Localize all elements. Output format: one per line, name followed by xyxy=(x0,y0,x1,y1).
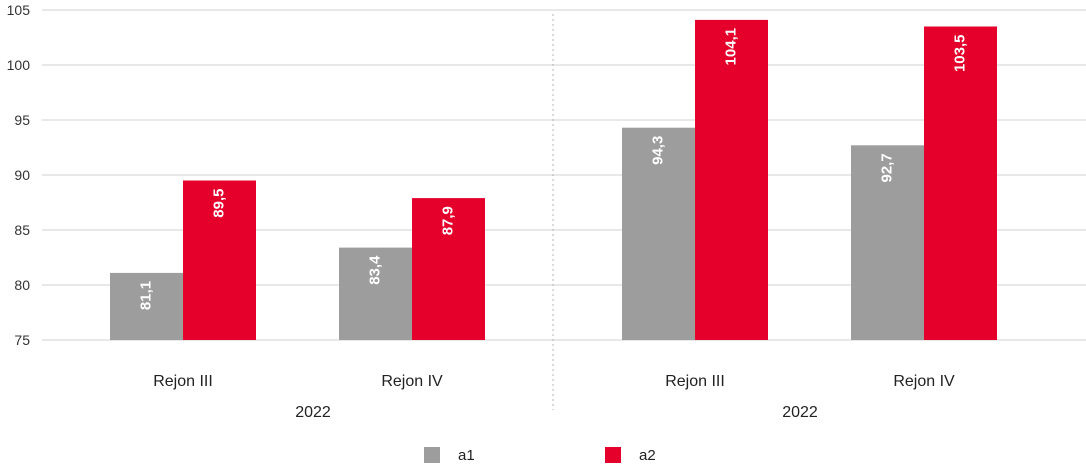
data-label: 104,1 xyxy=(722,28,739,66)
group-label: 2022 xyxy=(782,404,818,421)
category-label: Rejon III xyxy=(153,373,213,390)
legend-label-a1: a1 xyxy=(458,446,475,464)
legend-swatch-a2 xyxy=(605,447,621,463)
category-label: Rejon III xyxy=(665,373,725,390)
bar-a2-2-1 xyxy=(695,19,768,341)
y-tick-label: 75 xyxy=(14,332,30,348)
group-label: 2022 xyxy=(295,404,331,421)
data-label: 103,5 xyxy=(951,35,968,73)
y-tick-label: 90 xyxy=(14,167,30,183)
legend-swatch-a1 xyxy=(424,447,440,463)
bar-a1-2-2 xyxy=(851,145,924,340)
category-label: Rejon IV xyxy=(381,373,443,390)
bar-a2-1-1 xyxy=(183,180,256,340)
bar-a1-2-1 xyxy=(622,127,695,340)
bar-a1-1-2 xyxy=(339,247,412,340)
legend-label-a2: a2 xyxy=(639,446,656,464)
legend-item-a2: a2 xyxy=(605,444,656,466)
y-tick-label: 95 xyxy=(14,112,30,128)
category-label: Rejon IV xyxy=(893,373,955,390)
data-label: 87,9 xyxy=(439,206,456,235)
data-label: 92,7 xyxy=(878,153,895,182)
data-label: 81,1 xyxy=(137,281,154,310)
data-label: 94,3 xyxy=(649,136,666,165)
bar-a2-2-2 xyxy=(924,26,997,340)
y-tick-label: 105 xyxy=(7,2,31,18)
legend-item-a1: a1 xyxy=(424,444,475,466)
y-tick-label: 85 xyxy=(14,222,30,238)
bar-chart: 75 80 85 90 95 100 105 81,1 89,5 Rejon III 83,4 87,… xyxy=(7,2,1086,421)
data-label: 89,5 xyxy=(210,189,227,218)
y-tick-label: 100 xyxy=(7,57,31,73)
data-label: 83,4 xyxy=(366,255,383,285)
bar-a2-1-2 xyxy=(412,198,485,340)
bar-a1-1-1 xyxy=(110,272,183,340)
y-tick-label: 80 xyxy=(14,277,30,293)
